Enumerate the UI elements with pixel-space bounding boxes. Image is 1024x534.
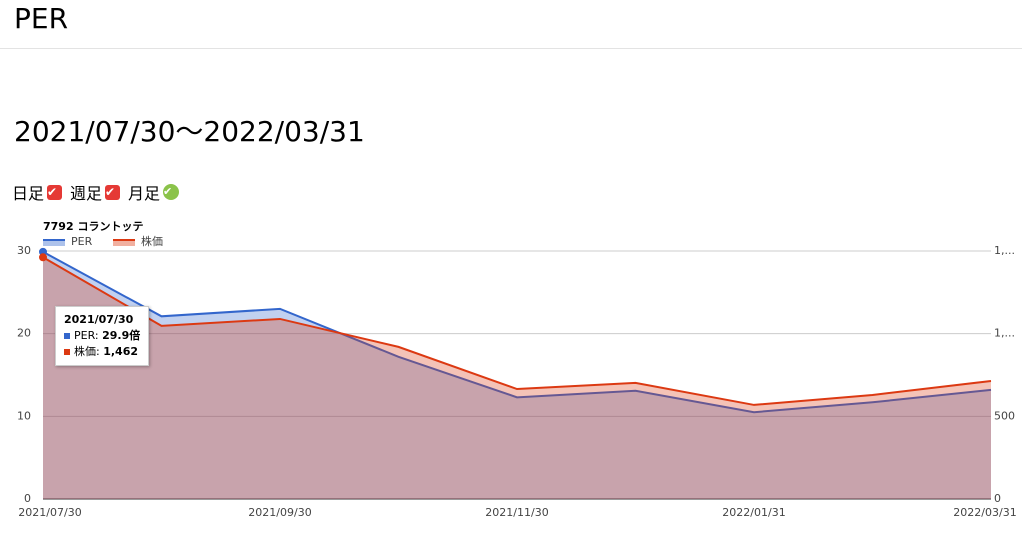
tooltip-label: PER: — [74, 329, 103, 342]
tooltip: 2021/07/30 PER: 29.9倍 株価: 1,462 — [55, 306, 150, 366]
period-options: 日足 ✔ 週足 ✔ 月足 ✔ — [12, 180, 180, 204]
checkbox[interactable]: ✔ — [105, 184, 121, 200]
range-title: 2021/07/30〜2022/03/31 — [14, 115, 365, 148]
period-label: 日足 — [12, 184, 45, 203]
chart-title: 7792 コラントッテ — [43, 220, 143, 233]
tooltip-title: 2021/07/30 — [64, 313, 134, 326]
x-tick-label: 2022/01/31 — [722, 506, 785, 519]
period-option[interactable]: 月足 ✔ — [128, 180, 180, 204]
tooltip-line: PER: 29.9倍 — [64, 328, 140, 344]
checkbox[interactable]: ✔ — [47, 184, 63, 200]
legend-swatch — [113, 240, 135, 246]
legend-label: PER — [71, 235, 93, 248]
point — [39, 253, 47, 262]
period-option[interactable]: 日足 ✔ — [12, 180, 63, 204]
x-tick-label: 2021/11/30 — [485, 506, 548, 519]
legend-swatch — [43, 240, 65, 246]
y2-tick-label: 1,... — [994, 327, 1015, 340]
legend-label: 株価 — [141, 234, 163, 248]
tooltip-value: 29.9倍 — [102, 329, 141, 342]
line — [42, 250, 992, 414]
tooltip-label: 株価: — [74, 345, 104, 358]
header: PER — [0, 0, 1022, 49]
tooltip-value: 1,462 — [103, 345, 138, 358]
period-label: 週足 — [70, 184, 103, 203]
tooltip-line: 株価: 1,462 — [64, 344, 140, 360]
y2-tick-label: 500 — [994, 409, 1015, 422]
x-tick-label: 2021/09/30 — [248, 506, 311, 519]
y-tick-label: 0 — [24, 492, 31, 505]
check-icon[interactable]: ✔ — [163, 184, 180, 200]
period-label: 月足 — [128, 184, 161, 203]
area — [43, 257, 991, 499]
y-tick-label: 10 — [17, 409, 31, 422]
y2-tick-label: 0 — [994, 492, 1001, 505]
line — [42, 256, 992, 406]
y-tick-label: 30 — [17, 244, 31, 257]
x-tick-label: 2021/07/30 — [18, 506, 81, 519]
area — [43, 251, 991, 499]
page-title: PER — [14, 2, 69, 35]
period-option[interactable]: 週足 ✔ — [70, 180, 121, 204]
y2-tick-label: 1,... — [994, 244, 1015, 257]
x-tick-label: 2022/03/31 — [953, 506, 1016, 519]
y-tick-label: 20 — [17, 327, 31, 340]
